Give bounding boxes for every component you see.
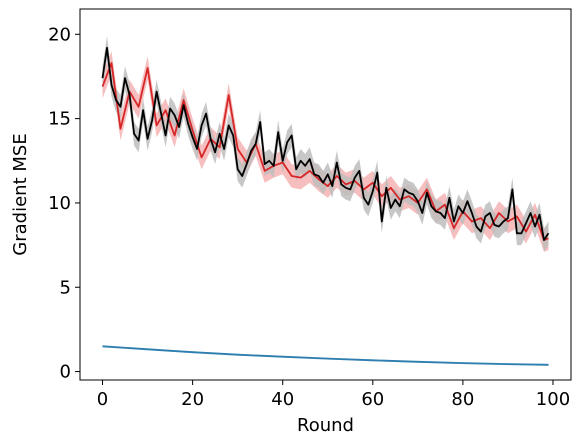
y-tick-label: 15 [48,109,71,130]
series-1-band [102,36,549,252]
y-tick-label: 10 [48,193,71,214]
x-tick-label: 40 [271,389,294,410]
x-tick-label: 60 [361,389,384,410]
y-tick-label: 20 [48,24,71,45]
series-2-line [102,345,549,366]
series-lines [101,46,550,366]
plot-frame [79,8,572,381]
y-tick-label: 0 [60,362,71,383]
y-axis-ticks: 0 5 10 15 20 [48,24,80,383]
x-tick-label: 80 [451,389,474,410]
x-tick-label: 20 [181,389,204,410]
y-axis-label: Gradient MSE [10,133,31,255]
series-1-line [101,46,550,241]
x-tick-label: 0 [97,389,108,410]
x-axis-ticks: 0 20 40 60 80 100 [97,380,570,410]
y-tick-label: 5 [60,277,71,298]
x-tick-label: 100 [536,389,570,410]
x-axis-label: Round [297,415,354,436]
confidence-bands [102,36,549,366]
